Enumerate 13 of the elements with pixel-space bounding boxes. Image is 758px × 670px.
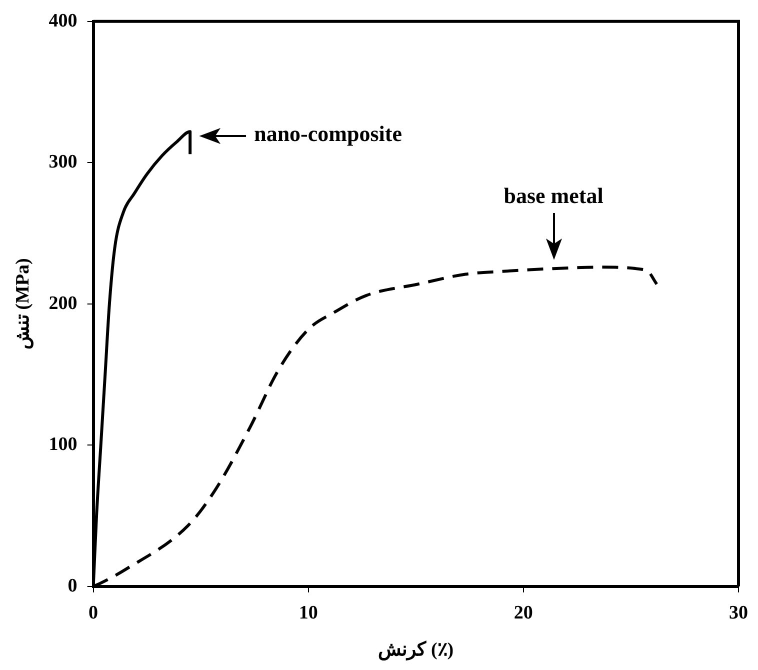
x-tick-label: 30 <box>729 602 748 624</box>
y-tick-label: 400 <box>48 10 78 32</box>
x-tick-label: 20 <box>514 602 533 624</box>
y-tick-label: 100 <box>48 434 78 456</box>
x-tick-label: 10 <box>298 602 318 624</box>
y-tick-label: 300 <box>48 152 78 173</box>
y-tick-label: 0 <box>68 575 78 596</box>
x-axis-title: کرنش (٪) <box>378 640 454 661</box>
annotation: nano-composite <box>254 120 402 146</box>
y-axis-title: تنش (MPa) <box>12 258 34 350</box>
x-tick-label: 0 <box>88 602 98 624</box>
y-tick-label: 200 <box>48 292 78 314</box>
annotation: base metal <box>504 182 604 208</box>
